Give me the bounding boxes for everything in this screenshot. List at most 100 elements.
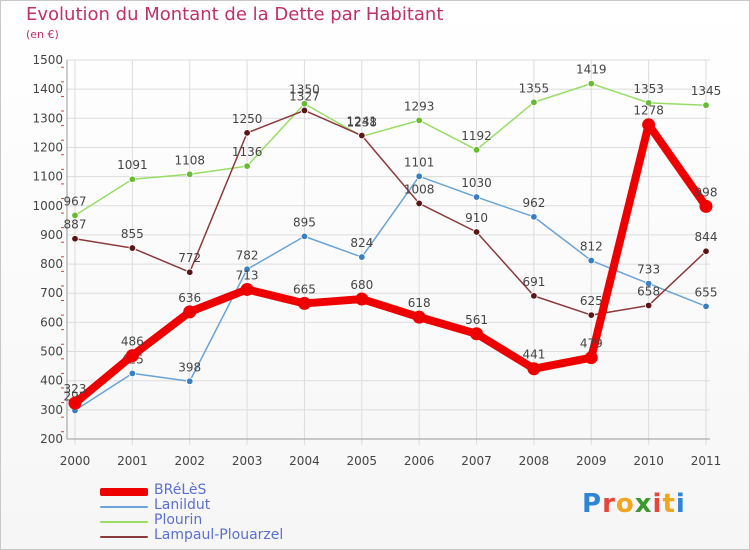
logo-letter: P <box>582 489 603 519</box>
data-point <box>243 129 251 137</box>
y-tick-label: 1200 <box>32 140 63 154</box>
proxiti-logo: Proxiti <box>582 489 686 519</box>
x-tick-label: 2004 <box>289 454 320 468</box>
chart-subtitle: (en €) <box>26 28 59 41</box>
data-point <box>644 99 653 107</box>
data-label: 1293 <box>404 99 435 113</box>
data-point <box>186 170 194 178</box>
logo-letter: x <box>634 489 653 519</box>
data-label: 1327 <box>289 89 320 103</box>
data-label: 1419 <box>576 63 607 77</box>
x-tick-label: 2002 <box>174 454 205 468</box>
data-label: 479 <box>580 337 603 351</box>
data-label: 1136 <box>232 145 263 159</box>
series-line <box>71 120 710 408</box>
data-label: 665 <box>293 282 316 296</box>
y-tick-label: 1000 <box>32 199 63 213</box>
data-point <box>702 101 710 109</box>
data-label: 772 <box>178 251 201 265</box>
data-label: 625 <box>580 294 603 308</box>
series-line <box>74 175 707 412</box>
chart-title: Evolution du Montant de la Dette par Hab… <box>26 4 444 25</box>
data-label: 441 <box>522 348 545 362</box>
data-label: 1278 <box>633 104 664 118</box>
x-tick-label: 2001 <box>117 454 148 468</box>
data-label: 561 <box>465 313 488 327</box>
data-point <box>358 253 366 261</box>
legend-item: Lampaul-Plouarzel <box>100 527 360 545</box>
data-point <box>644 301 653 310</box>
data-label: 998 <box>695 185 718 199</box>
data-point <box>128 175 137 183</box>
y-tick-label: 500 <box>40 345 63 359</box>
data-label: 680 <box>350 278 373 292</box>
data-point <box>412 310 426 324</box>
data-label: 486 <box>121 335 144 349</box>
data-point <box>71 211 79 220</box>
x-tick-label: 2007 <box>461 454 492 468</box>
data-label: 1350 <box>289 83 320 97</box>
y-tick-label: 300 <box>40 403 63 417</box>
data-point <box>355 292 369 306</box>
logo-letter: o <box>615 489 635 519</box>
data-label: 713 <box>236 268 259 282</box>
data-point <box>587 79 595 88</box>
y-tick-label: 700 <box>40 286 63 300</box>
data-label: 1345 <box>691 84 722 98</box>
data-label: 691 <box>522 275 545 289</box>
data-point <box>587 256 595 265</box>
data-label: 1030 <box>461 176 492 190</box>
data-point <box>584 351 598 365</box>
logo-letter: i <box>652 489 663 519</box>
y-tick-label: 1100 <box>32 170 63 184</box>
data-label: 824 <box>350 236 373 250</box>
data-point <box>358 131 366 140</box>
data-label: 323 <box>64 382 87 396</box>
data-point <box>472 146 481 154</box>
data-label: 1353 <box>633 82 664 96</box>
data-label: 636 <box>178 291 201 305</box>
data-label: 1355 <box>519 81 550 95</box>
data-label: 1241 <box>347 115 378 129</box>
data-label: 910 <box>465 211 488 225</box>
data-point <box>587 311 595 319</box>
legend-label: Plourin <box>154 512 203 528</box>
data-point <box>644 279 653 288</box>
data-point <box>186 268 194 276</box>
legend-item: Plourin <box>100 512 360 530</box>
data-label: 967 <box>64 194 87 208</box>
y-tick-label: 800 <box>40 257 63 271</box>
data-point <box>128 369 137 378</box>
data-point <box>300 232 309 241</box>
data-point <box>530 292 538 300</box>
y-tick-label: 600 <box>40 315 63 329</box>
data-point <box>415 199 423 208</box>
y-tick-label: 900 <box>40 228 63 242</box>
data-label: 895 <box>293 215 316 229</box>
data-point <box>240 282 254 296</box>
y-tick-label: 1400 <box>32 82 63 96</box>
logo-letter: t <box>662 489 676 519</box>
logo-letter: r <box>602 489 616 519</box>
legend-label: Lanildut <box>154 497 211 513</box>
data-label: 658 <box>637 284 660 298</box>
data-point <box>470 327 484 341</box>
x-tick-label: 2008 <box>519 454 550 468</box>
data-point <box>415 172 423 181</box>
data-label: 1008 <box>404 182 435 196</box>
data-label: 1192 <box>461 129 492 143</box>
data-point <box>527 362 541 376</box>
data-point <box>183 305 197 319</box>
legend-swatch <box>100 488 148 496</box>
data-point <box>702 302 710 311</box>
data-label: 655 <box>695 285 718 299</box>
logo-letter: i <box>675 489 686 519</box>
legend-swatch <box>100 521 148 523</box>
data-label: 1091 <box>117 158 148 172</box>
data-point <box>68 396 82 410</box>
data-label: 1238 <box>347 115 378 129</box>
data-point <box>642 118 656 132</box>
data-point <box>297 296 311 310</box>
data-label: 1108 <box>174 153 205 167</box>
